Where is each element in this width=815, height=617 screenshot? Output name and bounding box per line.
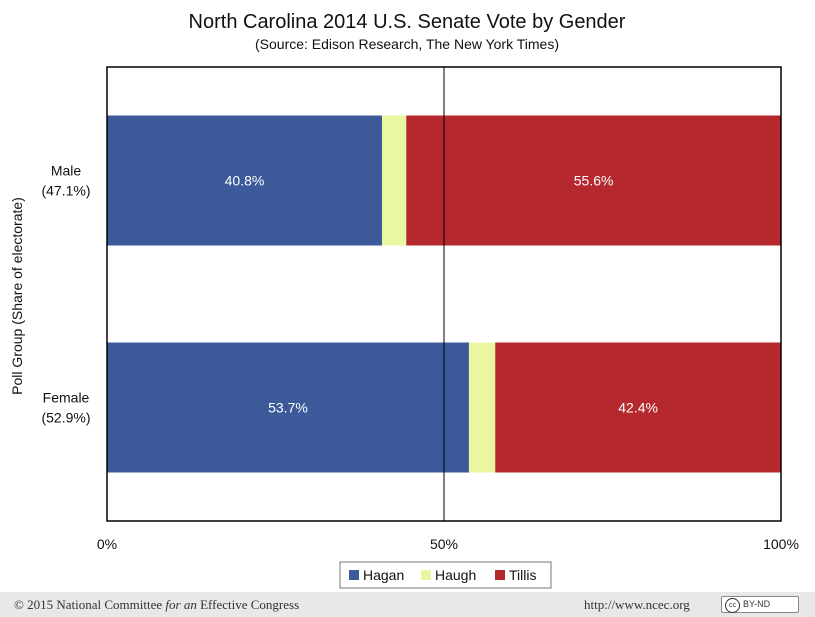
data-label-hagan-female: 53.7%: [268, 400, 308, 416]
chart-subtitle: (Source: Edison Research, The New York T…: [255, 36, 559, 52]
x-tick-label: 0%: [97, 536, 117, 552]
license-badge[interactable]: cc BY-ND: [721, 596, 799, 613]
legend-label-haugh: Haugh: [435, 567, 476, 583]
legend-label-hagan: Hagan: [363, 567, 404, 583]
plot-area: 40.8% 55.6% Male (47.1%) 53.7% 42.4% Female (52…: [41, 66, 799, 552]
data-label-tillis-male: 55.6%: [574, 173, 614, 189]
bar-tillis-male: [406, 115, 781, 246]
category-label: Female: [43, 390, 90, 406]
bar-haugh-female: [468, 342, 496, 473]
chart: North Carolina 2014 U.S. Senate Vote by …: [9, 11, 799, 589]
y-axis-label: Poll Group (Share of electorate): [9, 197, 25, 395]
plot-frame: [106, 66, 782, 522]
bar-hagan-female: [107, 342, 469, 473]
footer: © 2015 National Committee for an Effecti…: [0, 592, 815, 617]
bar-hagan-male: [107, 115, 382, 246]
legend-swatch-tillis: [495, 570, 505, 580]
legend-swatch-hagan: [349, 570, 359, 580]
category-share-label: (52.9%): [41, 410, 90, 426]
copyright-text: © 2015 National Committee for an Effecti…: [14, 597, 300, 612]
bar-tillis-female: [495, 342, 781, 473]
data-label-hagan-male: 40.8%: [225, 173, 265, 189]
x-tick-label: 50%: [430, 536, 458, 552]
x-tick-label: 100%: [763, 536, 799, 552]
footer-url[interactable]: http://www.ncec.org: [584, 597, 690, 612]
bar-haugh-male: [381, 115, 407, 246]
category-label: Male: [51, 163, 82, 179]
category-share-label: (47.1%): [41, 183, 90, 199]
creative-commons-icon: cc: [725, 598, 740, 613]
legend-box: [339, 561, 552, 589]
legend-swatch-haugh: [421, 570, 431, 580]
chart-title: North Carolina 2014 U.S. Senate Vote by …: [189, 11, 626, 33]
legend: Hagan Haugh Tillis: [339, 561, 552, 589]
data-label-tillis-female: 42.4%: [618, 400, 658, 416]
legend-label-tillis: Tillis: [509, 567, 536, 583]
